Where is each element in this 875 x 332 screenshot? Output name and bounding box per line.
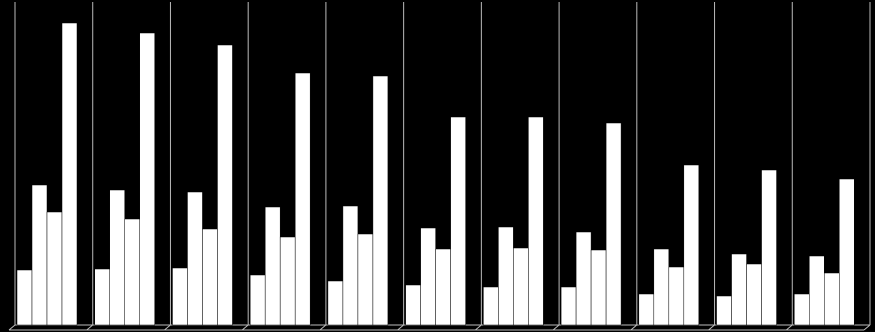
floor-edge (397, 324, 404, 331)
bar (94, 268, 110, 326)
bar (372, 75, 389, 326)
bar (716, 295, 732, 326)
bar (109, 189, 125, 326)
bar (342, 205, 359, 326)
floor-edge (708, 324, 715, 331)
bar (638, 293, 655, 326)
bar (61, 22, 78, 326)
floor-edge (86, 324, 94, 331)
bar (420, 227, 436, 326)
floor-edge (164, 324, 171, 331)
bar (405, 284, 421, 326)
bar (249, 274, 266, 326)
bar (498, 226, 514, 326)
floor-edge (241, 324, 249, 331)
bar (264, 206, 281, 326)
floor-edge (475, 324, 482, 331)
floor-edge (552, 324, 560, 331)
floor-edge (863, 324, 871, 331)
bar (46, 211, 63, 326)
bar (279, 236, 296, 326)
bar (217, 44, 233, 326)
bar (124, 218, 140, 326)
bar (668, 266, 685, 326)
bar (513, 247, 529, 326)
bar (483, 286, 499, 326)
bar (327, 280, 344, 326)
bar (575, 231, 592, 326)
bar (16, 269, 33, 326)
bar (202, 228, 218, 326)
floor-edge (630, 324, 638, 331)
bar (824, 272, 840, 326)
bar (746, 263, 762, 326)
bar (653, 248, 670, 326)
floor-edge (8, 324, 16, 331)
bar (187, 191, 203, 326)
bar (528, 116, 544, 326)
bar (294, 72, 311, 326)
bar (839, 178, 855, 326)
bar (139, 32, 155, 326)
bar (809, 255, 825, 326)
floor-edge (785, 324, 793, 331)
bar (794, 293, 810, 326)
bar (761, 169, 777, 326)
floor-edge (319, 324, 327, 331)
bar (450, 116, 466, 326)
bar (590, 249, 607, 326)
bar (560, 286, 577, 326)
bar (435, 248, 451, 326)
bar (31, 184, 48, 326)
bar (605, 122, 622, 326)
bar (357, 233, 374, 326)
bar (731, 253, 747, 326)
bar (172, 267, 188, 326)
bar (683, 164, 700, 326)
